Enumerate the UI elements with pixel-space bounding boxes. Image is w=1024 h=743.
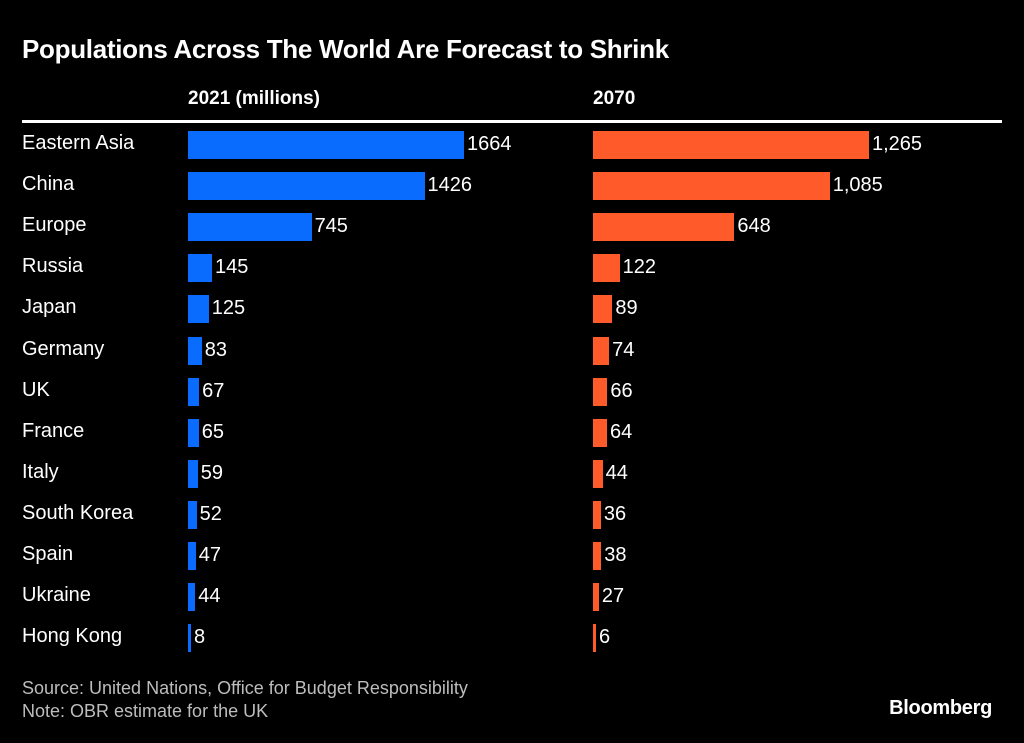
bar-2070 bbox=[593, 295, 613, 324]
category-label: Germany bbox=[22, 337, 105, 360]
data-label: 47 bbox=[198, 544, 222, 566]
data-label: 59 bbox=[200, 461, 224, 484]
data-label: 1426 bbox=[427, 174, 473, 197]
data-label: 65 bbox=[201, 420, 225, 443]
category-label: France bbox=[22, 419, 85, 442]
bar-2021 bbox=[188, 213, 312, 242]
data-label: 67 bbox=[202, 379, 225, 402]
source-note: Source: United Nations, Office for Budge… bbox=[22, 678, 468, 698]
data-label: 6 bbox=[599, 626, 611, 649]
data-label: 1,265 bbox=[872, 133, 923, 155]
data-label: 125 bbox=[211, 297, 246, 320]
category-label: Europe bbox=[22, 214, 87, 237]
bloomberg-logo: Bloomberg bbox=[889, 697, 992, 719]
bar-2070 bbox=[593, 377, 608, 406]
data-label: 1,085 bbox=[832, 174, 883, 197]
bar-2021 bbox=[188, 254, 213, 283]
data-label: 122 bbox=[622, 256, 656, 279]
bar-2070 bbox=[593, 624, 596, 653]
bar-2021 bbox=[188, 583, 196, 612]
data-label: 745 bbox=[314, 215, 348, 238]
bar-2021 bbox=[188, 542, 196, 570]
bar-2070 bbox=[593, 336, 610, 365]
category-label: Hong Kong bbox=[22, 625, 123, 648]
data-label: 1664 bbox=[467, 133, 512, 155]
data-label: 44 bbox=[198, 585, 221, 608]
category-label: Ukraine bbox=[22, 584, 91, 607]
bar-2021 bbox=[188, 131, 464, 159]
data-label: 83 bbox=[204, 338, 228, 361]
data-label: 648 bbox=[737, 215, 771, 238]
data-label: 38 bbox=[604, 544, 627, 566]
category-label: China bbox=[22, 173, 75, 196]
series-header-2021: 2021 (millions) bbox=[188, 88, 320, 109]
data-label: 74 bbox=[612, 338, 635, 361]
bar-2021 bbox=[188, 336, 202, 365]
category-label: Japan bbox=[22, 296, 77, 319]
bar-2070 bbox=[593, 172, 830, 201]
bar-2021 bbox=[188, 500, 197, 529]
header-rule bbox=[22, 120, 1002, 123]
data-label: 66 bbox=[610, 379, 633, 402]
bar-2070 bbox=[593, 213, 735, 242]
bar-2021 bbox=[188, 172, 425, 201]
footnote: Note: OBR estimate for the UK bbox=[22, 701, 269, 721]
category-label: UK bbox=[22, 378, 50, 401]
bar-2070 bbox=[593, 418, 607, 447]
data-label: 89 bbox=[615, 297, 638, 320]
bar-2021 bbox=[188, 295, 209, 324]
bar-2070 bbox=[593, 500, 601, 529]
data-label: 52 bbox=[199, 502, 222, 525]
data-label: 27 bbox=[601, 585, 625, 608]
bar-2021 bbox=[188, 377, 200, 406]
category-label: Spain bbox=[22, 543, 74, 565]
category-label: Eastern Asia bbox=[22, 132, 135, 154]
category-label: Italy bbox=[22, 460, 59, 483]
data-label: 64 bbox=[609, 420, 633, 443]
data-label: 8 bbox=[194, 626, 206, 649]
series-header-2070: 2070 bbox=[593, 88, 636, 109]
data-label: 145 bbox=[215, 256, 249, 279]
data-label: 36 bbox=[603, 502, 627, 525]
bar-2021 bbox=[188, 459, 198, 488]
bar-2070 bbox=[593, 131, 869, 159]
bar-2070 bbox=[593, 254, 620, 283]
category-label: South Korea bbox=[22, 501, 134, 524]
chart-title: Populations Across The World Are Forecas… bbox=[22, 34, 669, 64]
category-label: Russia bbox=[22, 255, 84, 278]
data-label: 44 bbox=[605, 461, 628, 484]
bar-2070 bbox=[593, 459, 603, 488]
bar-2070 bbox=[593, 542, 602, 570]
bar-2021 bbox=[188, 624, 191, 653]
bar-2021 bbox=[188, 418, 199, 447]
bar-2070 bbox=[593, 583, 599, 612]
